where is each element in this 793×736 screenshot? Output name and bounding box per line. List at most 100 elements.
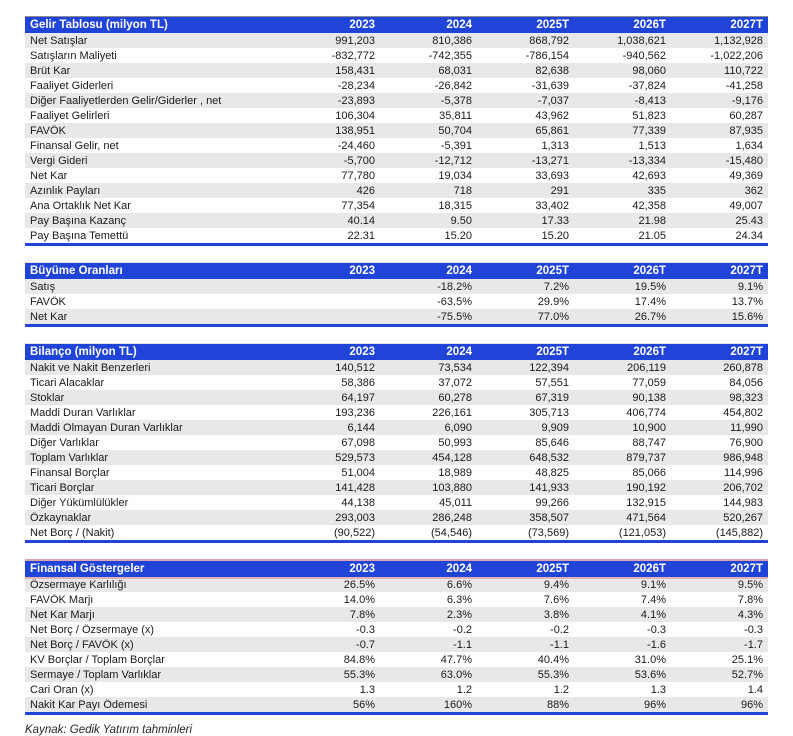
cell-value: 305,713 bbox=[529, 406, 569, 419]
cell-value: 44,138 bbox=[341, 496, 375, 509]
cell-value: -75.5% bbox=[437, 310, 472, 323]
cell-value: 98,323 bbox=[729, 391, 763, 404]
table-header-finansal-gostergeler: Finansal Göstergeler 2023 2024 2025T 2026T 20… bbox=[25, 561, 768, 577]
cell-value: 260,878 bbox=[723, 361, 763, 374]
cell-value: 47.7% bbox=[440, 653, 472, 666]
table-row: Net Kar Marjı 7.8% 2.3% 3.8% 4.1% 4.3% bbox=[25, 607, 768, 622]
cell-value: 50,704 bbox=[438, 124, 472, 137]
cell-value: 90,138 bbox=[632, 391, 666, 404]
cell-value: -0.2 bbox=[550, 623, 569, 636]
cell-value: 19.5% bbox=[634, 280, 666, 293]
cell-value: 291 bbox=[550, 184, 569, 197]
cell-value: 454,128 bbox=[432, 451, 472, 464]
source-note: Kaynak: Gedik Yatırım tahminleri bbox=[25, 724, 193, 736]
cell-value: 84,056 bbox=[729, 376, 763, 389]
cell-value: 868,792 bbox=[529, 34, 569, 47]
column-header-2026t: 2026T bbox=[633, 265, 666, 277]
row-label: Ticari Alacaklar bbox=[30, 376, 105, 389]
cell-value: 25.1% bbox=[731, 653, 763, 666]
table-row: Toplam Varlıklar 529,573 454,128 648,532 879… bbox=[25, 450, 768, 465]
cell-value: 85,646 bbox=[535, 436, 569, 449]
cell-value: -26,842 bbox=[434, 79, 472, 92]
cell-value: 406,774 bbox=[626, 406, 666, 419]
cell-value: -24,460 bbox=[337, 139, 375, 152]
cell-value: 77,780 bbox=[341, 169, 375, 182]
table-row: Sermaye / Toplam Varlıklar 55.3% 63.0% 55.3… bbox=[25, 667, 768, 682]
cell-value: -0.3 bbox=[647, 623, 666, 636]
row-label: Finansal Gelir, net bbox=[30, 139, 119, 152]
cell-value: 9.1% bbox=[640, 578, 666, 591]
cell-value: 15.20 bbox=[541, 229, 569, 242]
table-row: Pay Başına Kazanç 40.14 9.50 17.33 21.98 25.4… bbox=[25, 213, 768, 228]
cell-value: 64,197 bbox=[341, 391, 375, 404]
cell-value: -8,413 bbox=[634, 94, 666, 107]
cell-value: 1.2 bbox=[553, 683, 569, 696]
cell-value: 426 bbox=[356, 184, 375, 197]
table-row: KV Borçlar / Toplam Borçlar 84.8% 47.7% 40.… bbox=[25, 652, 768, 667]
cell-value: 14.0% bbox=[343, 593, 375, 606]
cell-value: 40.14 bbox=[347, 214, 375, 227]
column-header-2026t: 2026T bbox=[633, 563, 666, 575]
cell-value: -41,258 bbox=[725, 79, 763, 92]
row-label: Özkaynaklar bbox=[30, 511, 92, 524]
cell-value: 103,880 bbox=[432, 481, 472, 494]
row-label: Net Kar Marjı bbox=[30, 608, 95, 621]
cell-value: 48,825 bbox=[535, 466, 569, 479]
row-label: Net Borç / FAVÖK (x) bbox=[30, 638, 134, 651]
table-row: Azınlık Payları 426 718 291 335 362 bbox=[25, 183, 768, 198]
row-label: Ana Ortaklık Net Kar bbox=[30, 199, 131, 212]
cell-value: 18,315 bbox=[438, 199, 472, 212]
table-row: Satış -18.2% 7.2% 19.5% 9.1% bbox=[25, 279, 768, 294]
cell-value: 193,236 bbox=[335, 406, 375, 419]
table-row: Cari Oran (x) 1.3 1.2 1.2 1.3 1.4 bbox=[25, 682, 768, 697]
table-row: Net Kar -75.5% 77.0% 26.7% 15.6% bbox=[25, 309, 768, 324]
cell-value: 88,747 bbox=[632, 436, 666, 449]
table-row: Diğer Yükümlülükler 44,138 45,011 99,266 132… bbox=[25, 495, 768, 510]
cell-value: 141,428 bbox=[335, 481, 375, 494]
row-label: Vergi Gideri bbox=[30, 154, 88, 167]
cell-value: 4.1% bbox=[640, 608, 666, 621]
cell-value: 77,354 bbox=[341, 199, 375, 212]
row-label: Diğer Varlıklar bbox=[30, 436, 99, 449]
cell-value: 4.3% bbox=[737, 608, 763, 621]
cell-value: 7.2% bbox=[543, 280, 569, 293]
cell-value: 1.2 bbox=[456, 683, 472, 696]
column-header-2023: 2023 bbox=[349, 346, 375, 358]
cell-value: 37,072 bbox=[438, 376, 472, 389]
cell-value: 529,573 bbox=[335, 451, 375, 464]
cell-value: 13.7% bbox=[731, 295, 763, 308]
cell-value: -9,176 bbox=[731, 94, 763, 107]
column-header-2025t: 2025T bbox=[536, 19, 569, 31]
cell-value: 33,693 bbox=[535, 169, 569, 182]
column-header-2024: 2024 bbox=[446, 265, 472, 277]
table-row: Pay Başına Temettü 22.31 15.20 15.20 21.05 24… bbox=[25, 228, 768, 243]
cell-value: 50,993 bbox=[438, 436, 472, 449]
cell-value: 88% bbox=[546, 698, 569, 711]
cell-value: -742,355 bbox=[428, 49, 472, 62]
row-label: Sermaye / Toplam Varlıklar bbox=[30, 668, 162, 681]
cell-value: 55.3% bbox=[343, 668, 375, 681]
table-row: Diğer Varlıklar 67,098 50,993 85,646 88,747 7… bbox=[25, 435, 768, 450]
column-header-2025t: 2025T bbox=[536, 265, 569, 277]
table-header-bilanco: Bilanço (milyon TL) 2023 2024 2025T 2026T 202… bbox=[25, 344, 768, 360]
row-label: Diğer Faaliyetlerden Gelir/Giderler , ne… bbox=[30, 94, 222, 107]
cell-value: 879,737 bbox=[626, 451, 666, 464]
table-header-buyume-oranlari: Büyüme Oranları 2023 2024 2025T 2026T 2027T bbox=[25, 263, 768, 279]
cell-value: 15.6% bbox=[731, 310, 763, 323]
cell-value: 6,090 bbox=[444, 421, 472, 434]
row-label: Pay Başına Kazanç bbox=[30, 214, 127, 227]
column-header-2027t: 2027T bbox=[730, 563, 763, 575]
cell-value: 471,564 bbox=[626, 511, 666, 524]
cell-value: (90,522) bbox=[334, 526, 375, 539]
cell-value: 3.8% bbox=[543, 608, 569, 621]
cell-value: 87,935 bbox=[729, 124, 763, 137]
row-label: Maddi Olmayan Duran Varlıklar bbox=[30, 421, 183, 434]
row-label: Nakit ve Nakit Benzerleri bbox=[30, 361, 151, 374]
cell-value: 138,951 bbox=[335, 124, 375, 137]
table-bilanco: Bilanço (milyon TL) 2023 2024 2025T 2026T 202… bbox=[25, 343, 768, 543]
column-header-2027t: 2027T bbox=[730, 346, 763, 358]
table-row: Finansal Gelir, net -24,460 -5,391 1,313 1,5… bbox=[25, 138, 768, 153]
cell-value: 63.0% bbox=[440, 668, 472, 681]
cell-value: -12,712 bbox=[434, 154, 472, 167]
